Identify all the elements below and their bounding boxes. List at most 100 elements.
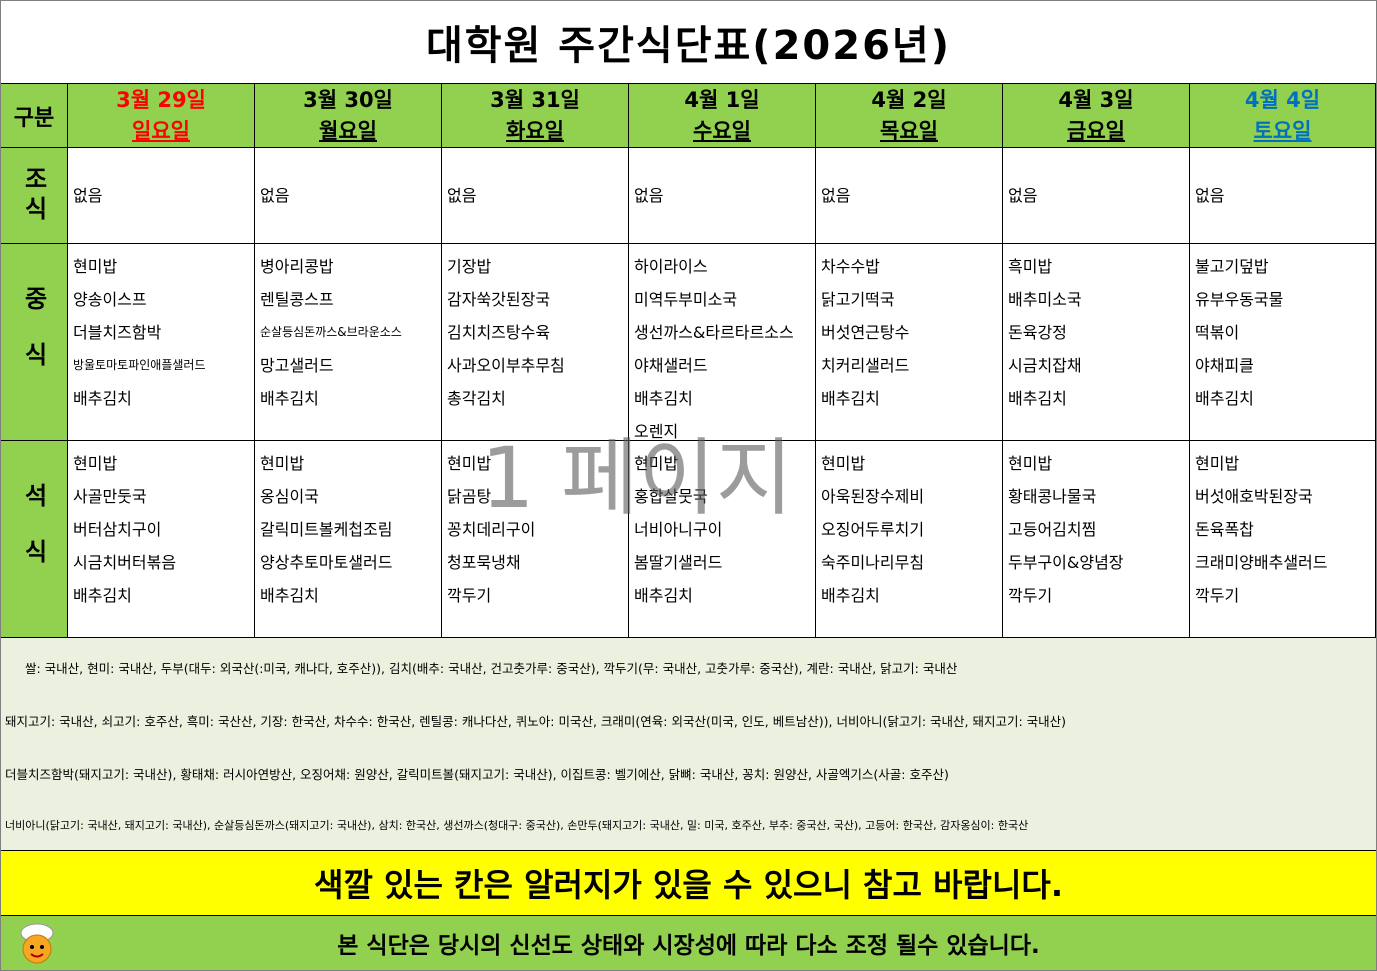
origin-note: 너비아니(닭고기: 국내산, 돼지고기: 국내산), 순살등심돈까스(돼지고기:… (5, 819, 1029, 832)
menu-cell: 없음 (68, 148, 255, 244)
menu-item: 없음 (1195, 186, 1225, 205)
menu-item: 병아리콩밥 (260, 257, 334, 276)
menu-item: 깍두기 (447, 586, 492, 605)
day-date: 3월 29일 (116, 87, 206, 112)
menu-item: 없음 (634, 186, 664, 205)
menu-item: 배추김치 (821, 586, 880, 605)
footer: 본 식단은 당시의 신선도 상태와 시장성에 따라 다소 조정 될수 있습니다. (1, 916, 1376, 970)
day-date: 4월 3일 (1058, 87, 1134, 112)
menu-item: 양송이스프 (73, 290, 147, 309)
meal-label: 조식 (1, 148, 68, 244)
menu-item: 미역두부미소국 (634, 290, 738, 309)
menu-cell: 흑미밥 배추미소국 돈육강정 시금치잡채 배추김치 (1003, 244, 1190, 441)
menu-item: 야채피클 (1195, 356, 1254, 375)
menu-item: 현미밥 (1195, 454, 1240, 473)
menu-item: 생선까스&타르타르소스 (634, 323, 794, 342)
origin-note: 쌀: 국내산, 현미: 국내산, 두부(대두: 외국산(:미국, 캐나다, 호주… (25, 661, 958, 676)
menu-item: 배추김치 (1008, 389, 1067, 408)
menu-item: 불고기덮밥 (1195, 257, 1269, 276)
menu-item: 현미밥 (634, 454, 679, 473)
menu-cell: 현미밥 양송이스프 더블치즈함박 방울토마토파인애플샐러드 배추김치 (68, 244, 255, 441)
menu-item: 오징어두루치기 (821, 520, 925, 539)
menu-cell: 현미밥 사골만둣국 버터삼치구이 시금치버터볶음 배추김치 (68, 441, 255, 638)
menu-item: 크래미양배추샐러드 (1195, 553, 1328, 572)
menu-item: 꽁치데리구이 (447, 520, 536, 539)
menu-cell: 없음 (255, 148, 442, 244)
menu-item: 없음 (447, 186, 477, 205)
menu-cell: 현미밥 아욱된장수제비 오징어두루치기 숙주미나리무침 배추김치 (816, 441, 1003, 638)
menu-item: 봄딸기샐러드 (634, 553, 723, 572)
menu-item: 떡볶이 (1195, 323, 1240, 342)
menu-item: 방울토마토파인애플샐러드 (73, 358, 206, 372)
footer-text: 본 식단은 당시의 신선도 상태와 시장성에 따라 다소 조정 될수 있습니다. (337, 933, 1040, 959)
origin-note: 더블치즈함박(돼지고기: 국내산), 황태채: 러시아연방산, 오징어채: 원양… (5, 767, 949, 782)
menu-item: 배추미소국 (1008, 290, 1082, 309)
menu-cell: 없음 (1190, 148, 1376, 244)
menu-item: 버섯애호박된장국 (1195, 487, 1313, 506)
menu-item: 배추김치 (634, 389, 693, 408)
menu-cell: 현미밥 황태콩나물국 고등어김치찜 두부구이&양념장 깍두기 (1003, 441, 1190, 638)
menu-cell: 기장밥 감자쑥갓된장국 김치치즈탕수육 사과오이부추무침 총각김치 (442, 244, 629, 441)
menu-item: 양상추토마토샐러드 (260, 553, 393, 572)
menu-item: 없음 (260, 186, 290, 205)
menu-item: 배추김치 (73, 389, 132, 408)
menu-item: 고등어김치찜 (1008, 520, 1097, 539)
origin-note: 돼지고기: 국내산, 쇠고기: 호주산, 흑미: 국산산, 기장: 한국산, 차… (5, 714, 1067, 729)
day-weekday: 금요일 (1067, 118, 1125, 143)
menu-item: 닭고기떡국 (821, 290, 895, 309)
menu-item: 더블치즈함박 (73, 323, 162, 342)
menu-item: 현미밥 (73, 454, 118, 473)
title: 대학원 주간식단표(2026년) (1, 1, 1376, 84)
chef-icon (20, 923, 54, 964)
day-date: 3월 30일 (303, 87, 393, 112)
menu-item: 감자쑥갓된장국 (447, 290, 551, 309)
day-header: 4월 4일 토요일 (1190, 84, 1376, 148)
menu-item: 배추김치 (1195, 389, 1254, 408)
menu-item: 버터삼치구이 (73, 520, 162, 539)
menu-cell: 없음 (442, 148, 629, 244)
menu-item: 깍두기 (1008, 586, 1053, 605)
menu-item: 야채샐러드 (634, 356, 708, 375)
day-date: 4월 2일 (871, 87, 947, 112)
menu-item: 사골만둣국 (73, 487, 147, 506)
menu-item: 홍합살뭇국 (634, 487, 708, 506)
menu-item: 갈릭미트볼케첩조림 (260, 520, 393, 539)
menu-item: 옹심이국 (260, 487, 319, 506)
menu-item: 현미밥 (260, 454, 305, 473)
day-weekday: 토요일 (1253, 118, 1312, 143)
menu-cell: 없음 (629, 148, 816, 244)
menu-item: 없음 (73, 186, 103, 205)
menu-item: 닭곰탕 (447, 487, 492, 506)
menu-item: 배추김치 (260, 389, 319, 408)
menu-item: 김치치즈탕수육 (447, 323, 551, 342)
menu-item: 배추김치 (634, 586, 693, 605)
menu-item: 배추김치 (260, 586, 319, 605)
meal-label: 석식 (1, 441, 68, 638)
menu-item: 돈육강정 (1008, 323, 1067, 342)
day-date: 4월 1일 (684, 87, 760, 112)
menu-item: 사과오이부추무침 (447, 356, 565, 375)
menu-item: 청포묵냉채 (447, 553, 521, 572)
day-weekday: 목요일 (880, 118, 938, 143)
menu-item: 순살등심돈까스&브라운소스 (260, 325, 402, 339)
day-weekday: 수요일 (693, 118, 751, 143)
menu-item: 없음 (821, 186, 851, 205)
menu-item: 두부구이&양념장 (1008, 553, 1124, 572)
menu-item: 현미밥 (447, 454, 492, 473)
menu-item: 돈육폭찹 (1195, 520, 1254, 539)
menu-item: 없음 (1008, 186, 1038, 205)
day-date: 3월 31일 (490, 87, 580, 112)
menu-item: 현미밥 (1008, 454, 1053, 473)
corner-cell: 구분 (1, 84, 68, 148)
menu-item: 치커리샐러드 (821, 356, 910, 375)
menu-cell: 없음 (816, 148, 1003, 244)
menu-item: 흑미밥 (1008, 257, 1053, 276)
day-weekday: 월요일 (319, 118, 377, 143)
day-weekday: 화요일 (506, 118, 564, 143)
menu-cell: 불고기덮밥 유부우동국물 떡볶이 야채피클 배추김치 (1190, 244, 1376, 441)
